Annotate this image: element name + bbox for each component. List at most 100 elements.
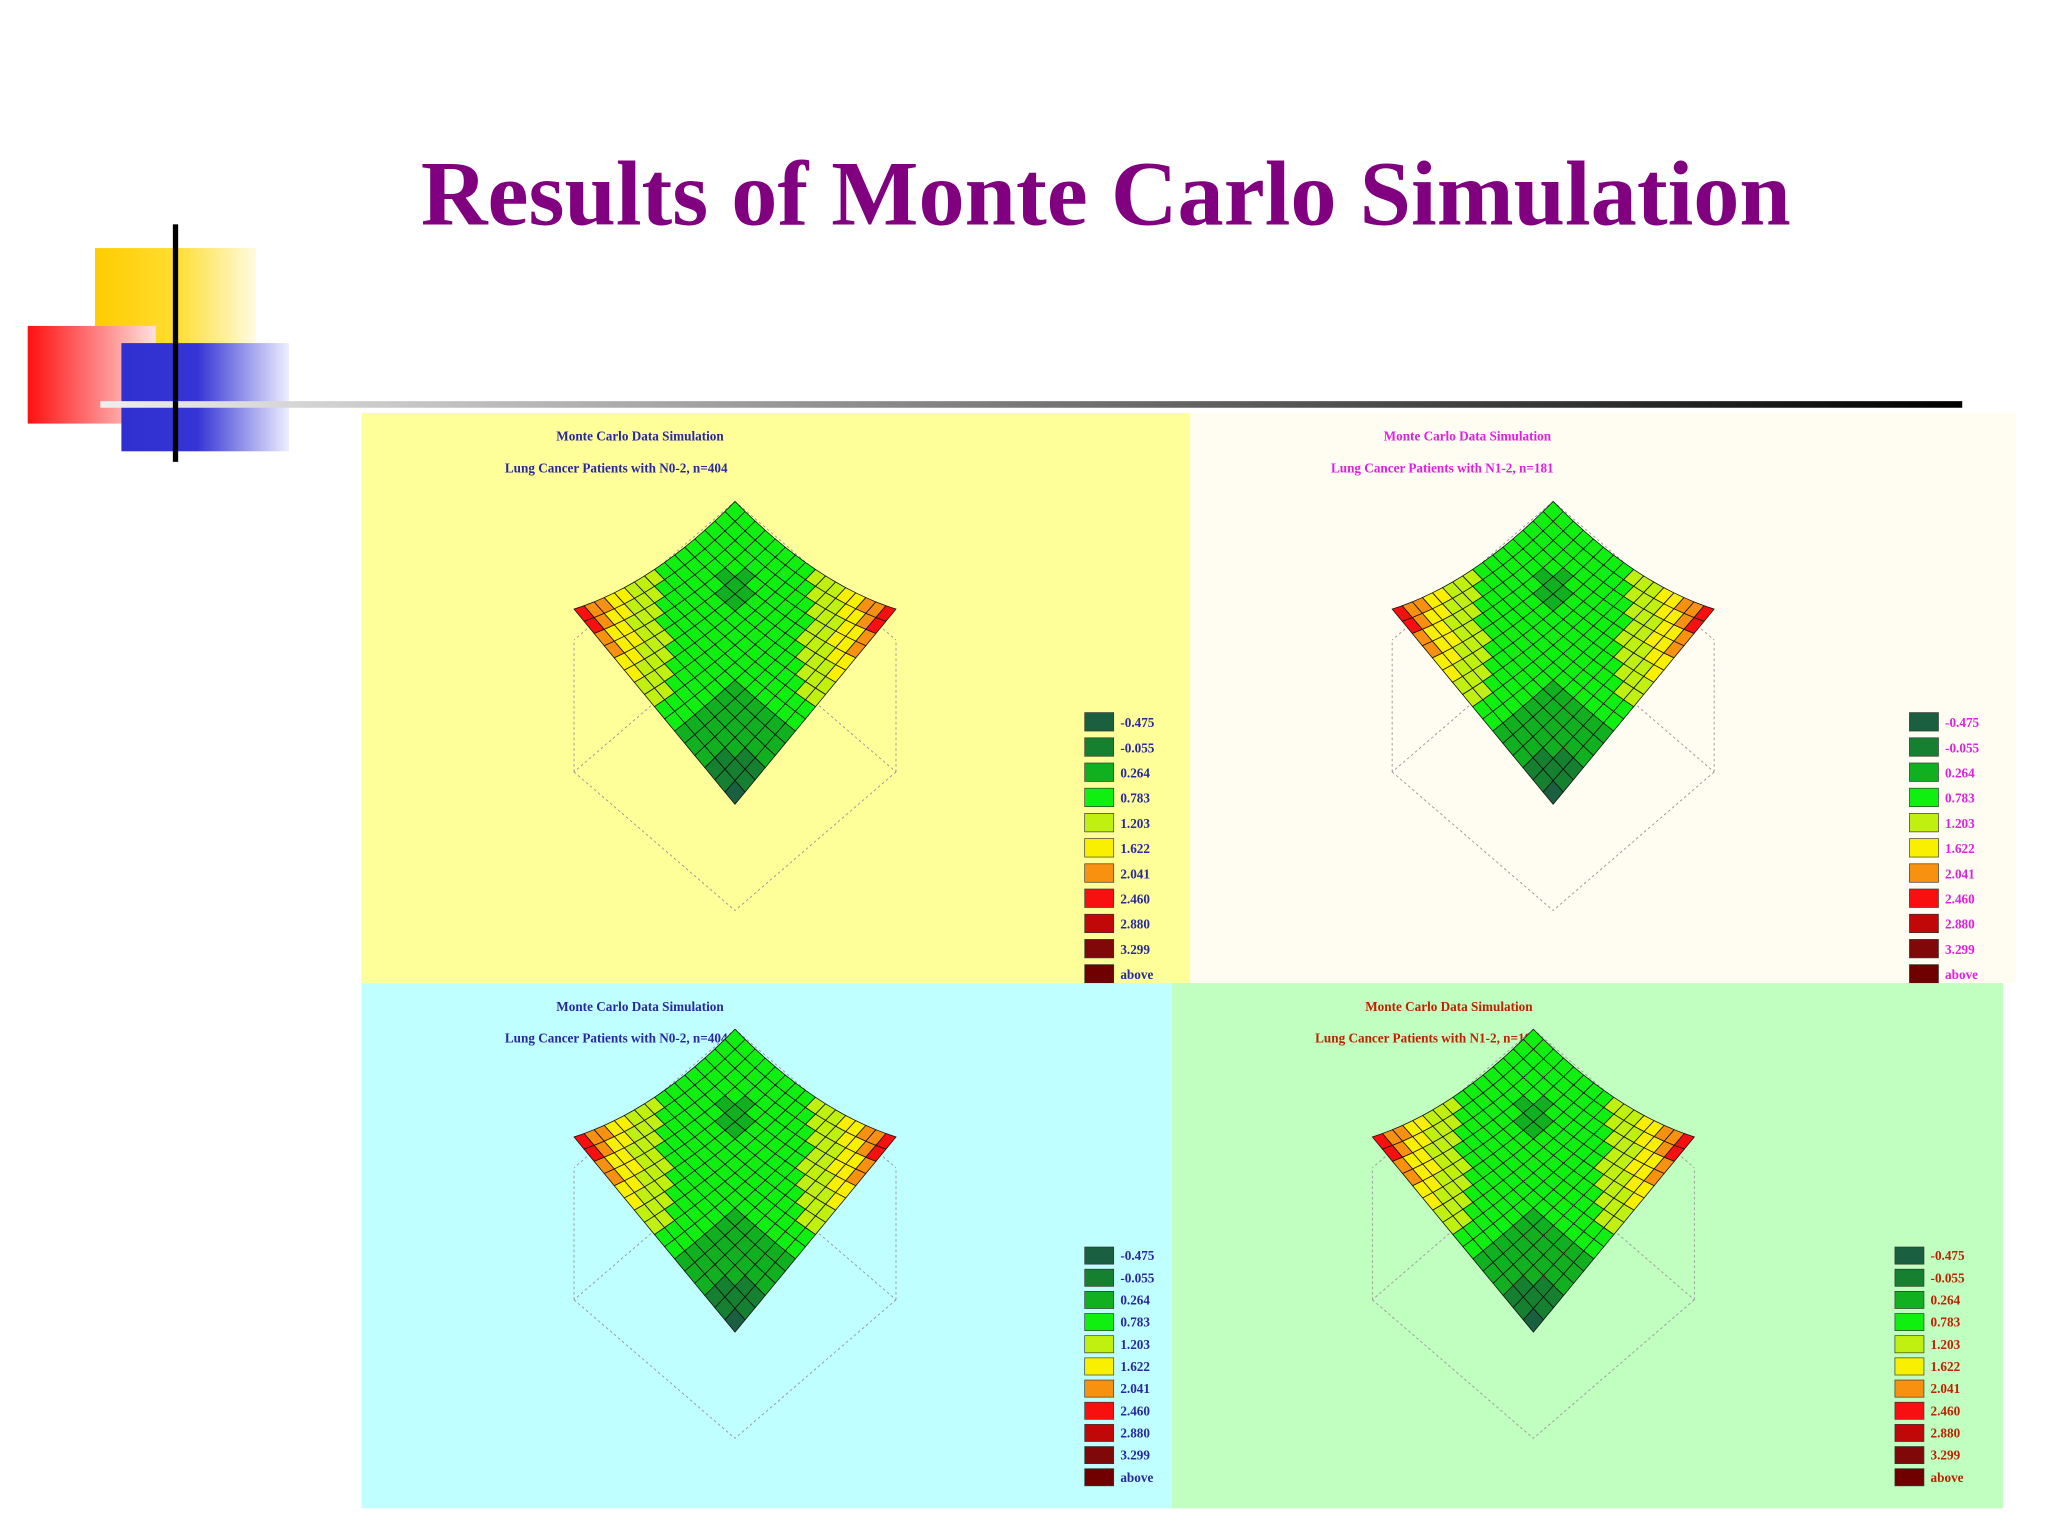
legend-swatch (1084, 838, 1115, 858)
legend-label: 0.264 (1945, 766, 1975, 781)
legend-swatch (1894, 1468, 1925, 1487)
legend-label: 1.203 (1120, 1337, 1150, 1352)
legend-swatch (1084, 964, 1115, 984)
legend-swatch (1084, 1268, 1115, 1287)
legend-swatch (1909, 939, 1939, 959)
legend-label: 1.622 (1120, 841, 1150, 856)
box-edge (734, 1299, 897, 1439)
legend-label: 0.264 (1931, 1293, 1961, 1308)
legend-label: 3.299 (1931, 1448, 1961, 1463)
legend-swatch (1909, 712, 1939, 732)
legend-swatch (1894, 1246, 1925, 1265)
legend-swatch (1084, 787, 1115, 807)
box-edge (573, 771, 736, 911)
legend-label: above (1120, 1470, 1153, 1485)
box-edge (1552, 771, 1715, 911)
surface-cell (724, 1307, 746, 1333)
legend-label: 2.041 (1120, 1381, 1150, 1396)
legend-label: -0.055 (1945, 740, 1979, 755)
legend-swatch (1084, 1335, 1115, 1354)
legend-swatch (1894, 1379, 1925, 1398)
legend-label: 2.880 (1120, 917, 1150, 932)
legend-label: 2.880 (1120, 1426, 1150, 1441)
legend-label: 1.622 (1120, 1359, 1150, 1374)
legend-swatch (1894, 1335, 1925, 1354)
decoration (27, 224, 1963, 462)
legend-swatch (1894, 1268, 1925, 1287)
chart-panel: Monte Carlo Data Simulation Lung Cancer P… (1171, 983, 2004, 1509)
legend-label: 1.622 (1945, 841, 1975, 856)
panel-subtitle: Lung Cancer Patients with N0-2, n=404 (505, 460, 728, 475)
legend-swatch (1909, 762, 1939, 782)
legend-swatch (1084, 1446, 1115, 1465)
legend-label: -0.055 (1120, 740, 1154, 755)
legend-label: 1.203 (1120, 816, 1150, 831)
legend-label: 2.041 (1931, 1381, 1961, 1396)
legend-label: -0.475 (1120, 715, 1154, 730)
chart-panel: Monte Carlo Data Simulation Lung Cancer P… (1190, 413, 2017, 984)
legend-label: 0.264 (1120, 766, 1150, 781)
legend-label: 0.264 (1120, 1293, 1150, 1308)
legend-swatch (1909, 913, 1939, 934)
legend-label: above (1931, 1470, 1964, 1485)
legend-label: 2.041 (1120, 866, 1150, 881)
panel-title: Monte Carlo Data Simulation (556, 429, 724, 444)
legend-swatch (1894, 1424, 1925, 1442)
legend-label: 2.460 (1931, 1403, 1961, 1418)
legend-swatch (1084, 813, 1115, 833)
box-edge (1533, 1299, 1695, 1439)
legend-label: 2.880 (1945, 917, 1975, 932)
legend-swatch (1084, 1291, 1115, 1309)
slide-title: Results of Monte Carlo Simulation (421, 142, 1791, 244)
legend-label: 2.041 (1945, 866, 1975, 881)
surface-cell (724, 780, 746, 805)
legend-swatch (1084, 1401, 1115, 1420)
legend-label: -0.475 (1945, 715, 1979, 730)
panel-title: Monte Carlo Data Simulation (1365, 999, 1533, 1014)
legend-label: 1.622 (1931, 1359, 1961, 1374)
legend-swatch (1894, 1357, 1925, 1376)
legend-swatch (1084, 1357, 1115, 1376)
legend-label: 1.203 (1931, 1337, 1961, 1352)
legend-swatch (1909, 863, 1939, 883)
surface-cell (1542, 780, 1564, 805)
legend-swatch (1084, 762, 1115, 782)
legend-swatch (1084, 888, 1115, 908)
legend-label: 3.299 (1120, 942, 1150, 957)
legend-swatch (1909, 838, 1939, 858)
legend-label: -0.475 (1931, 1248, 1965, 1263)
box-edge (1391, 771, 1554, 911)
chart-panel: Monte Carlo Data Simulation Lung Cancer P… (361, 413, 1191, 984)
legend-swatch (1909, 737, 1939, 757)
legend-label: -0.055 (1931, 1270, 1965, 1285)
deco-vertical (172, 224, 179, 462)
chart-panel: Monte Carlo Data Simulation Lung Cancer P… (361, 983, 1172, 1509)
legend-swatch (1084, 737, 1115, 757)
legend-swatch (1909, 964, 1939, 984)
panel-title: Monte Carlo Data Simulation (1384, 429, 1552, 444)
legend-label: 0.783 (1120, 791, 1150, 806)
panel-title: Monte Carlo Data Simulation (556, 999, 724, 1014)
panel-subtitle: Lung Cancer Patients with N0-2, n=404 (505, 1030, 728, 1045)
legend-label: -0.475 (1120, 1248, 1154, 1263)
surface-cell (1522, 1307, 1544, 1333)
legend-swatch (1894, 1446, 1925, 1465)
panel-subtitle: Lung Cancer Patients with N1-2, n=181 (1315, 1030, 1538, 1045)
legend-label: 0.783 (1945, 791, 1975, 806)
legend-label: 3.299 (1120, 1448, 1150, 1463)
legend-swatch (1894, 1401, 1925, 1420)
legend-swatch (1084, 863, 1115, 883)
legend-label: above (1120, 967, 1153, 982)
deco-blue (121, 343, 289, 452)
legend-label: 1.203 (1945, 816, 1975, 831)
legend-label: 2.460 (1120, 1403, 1150, 1418)
legend-label: 2.460 (1945, 892, 1975, 907)
legend-swatch (1084, 1379, 1115, 1398)
legend-swatch (1084, 1313, 1115, 1332)
legend-swatch (1909, 787, 1939, 807)
panel-subtitle: Lung Cancer Patients with N1-2, n=181 (1331, 460, 1554, 475)
legend-swatch (1084, 1246, 1115, 1265)
legend-swatch (1084, 1468, 1115, 1487)
legend-swatch (1084, 712, 1115, 732)
